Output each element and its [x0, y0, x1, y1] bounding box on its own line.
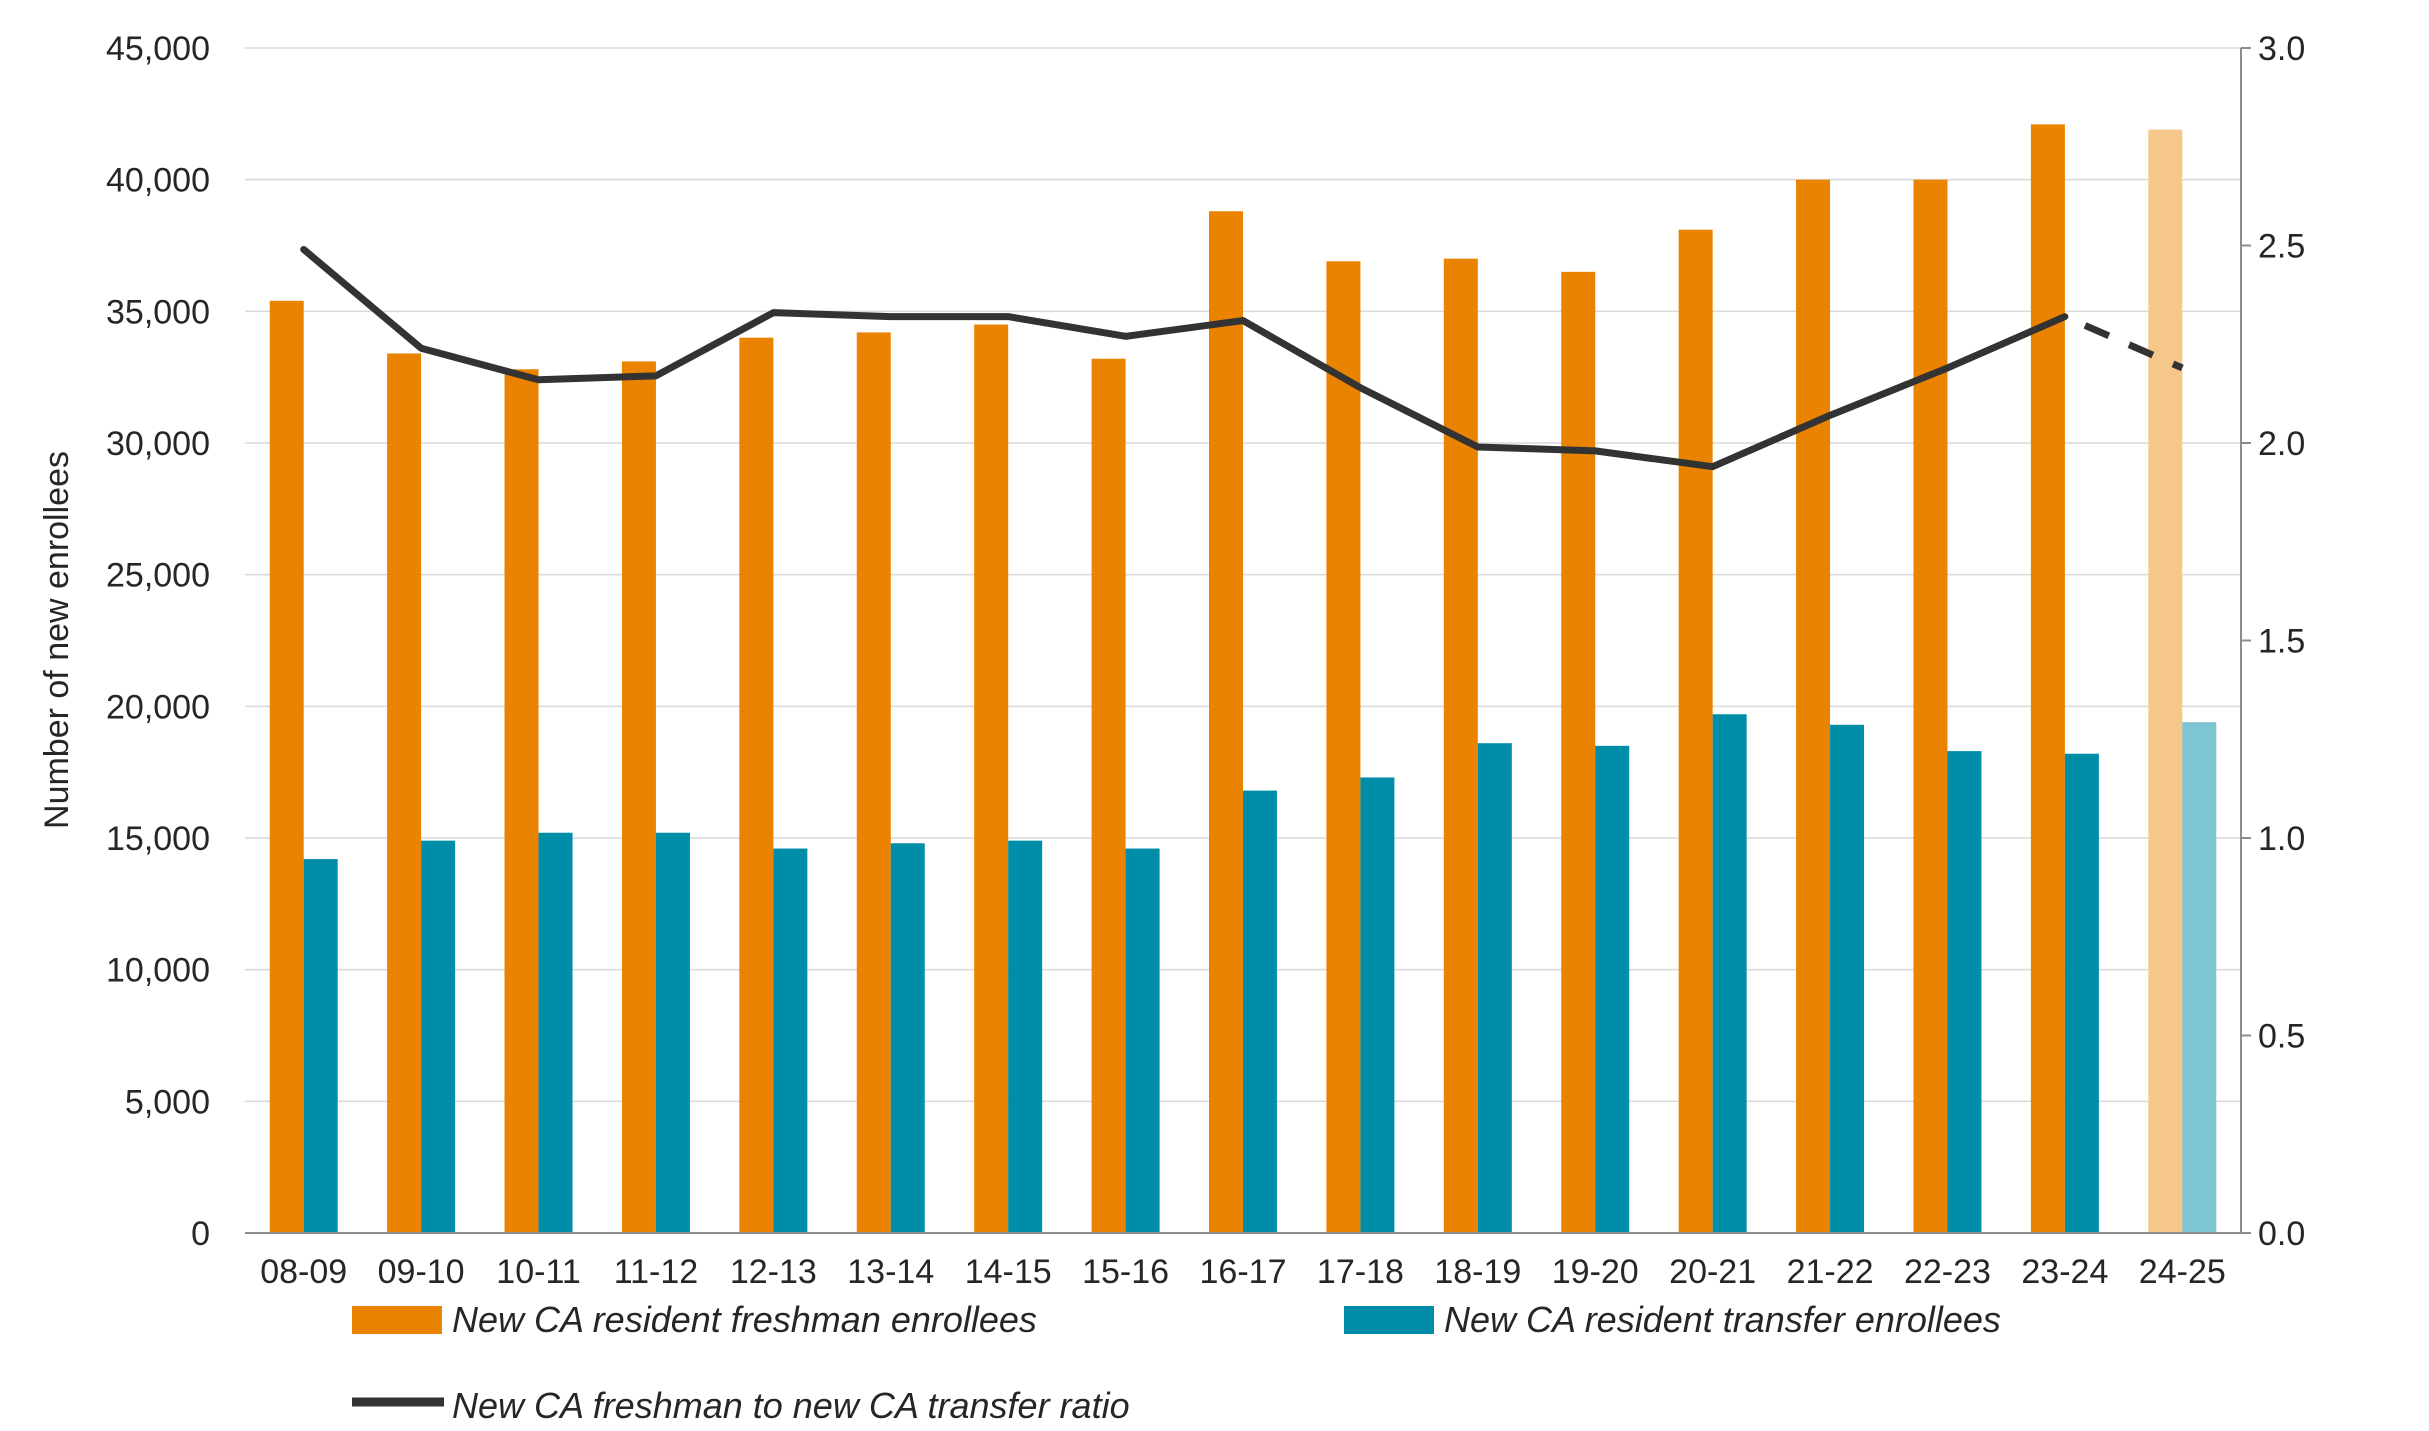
- axes: [245, 47, 2251, 1234]
- left-axis-ticks: 0 5,000 10,000 15,000 20,000 25,000 30,000 35,0…: [106, 30, 210, 1253]
- freshman-bar: [1209, 211, 1243, 1233]
- x-tick-label: 20-21: [1669, 1253, 1756, 1291]
- x-tick-label: 18-19: [1434, 1253, 1521, 1291]
- freshman-bar: [504, 369, 539, 1233]
- y-tick-label: 40,000: [106, 162, 210, 200]
- transfer-bar: [421, 840, 456, 1233]
- y2-tick-label: 2.5: [2258, 228, 2305, 266]
- y-tick-label: 25,000: [106, 557, 210, 595]
- freshman-bar: [2148, 129, 2183, 1234]
- y-tick-label: 15,000: [106, 820, 210, 858]
- transfer-bar: [1712, 714, 1747, 1233]
- transfer-bar: [1830, 724, 1865, 1233]
- transfer-bar: [1947, 751, 1982, 1233]
- transfer-bar: [1008, 840, 1043, 1233]
- x-tick-label: 19-20: [1552, 1253, 1639, 1291]
- transfer-bar: [538, 832, 573, 1233]
- y2-tick-label: 0.0: [2258, 1215, 2305, 1253]
- freshman-bar: [1561, 271, 1596, 1233]
- x-tick-label: 14-15: [965, 1253, 1052, 1291]
- x-tick-label: 09-10: [378, 1253, 465, 1291]
- transfer-bar: [1477, 743, 1512, 1233]
- freshman-bar: [1443, 258, 1478, 1234]
- x-tick-label: 22-23: [1904, 1253, 1991, 1291]
- x-tick-label: 15-16: [1082, 1253, 1169, 1291]
- y2-tick-label: 1.5: [2258, 623, 2305, 661]
- category-axis-ticks: 08-09 09-10 10-11 11-12 12-13 13-14 14-15 15-16…: [260, 1253, 2226, 1291]
- freshman-bar: [621, 361, 656, 1233]
- y-tick-label: 35,000: [106, 293, 210, 331]
- transfer-bar: [2064, 753, 2099, 1233]
- y2-tick-label: 2.0: [2258, 425, 2305, 463]
- y-tick-label: 10,000: [106, 952, 210, 990]
- freshman-bar: [1091, 358, 1126, 1233]
- transfer-bar: [890, 843, 925, 1233]
- y-tick-label: 30,000: [106, 425, 210, 463]
- x-tick-label: 21-22: [1787, 1253, 1874, 1291]
- x-tick-label: 11-12: [614, 1253, 698, 1291]
- freshman-bar: [387, 353, 422, 1233]
- x-tick-label: 16-17: [1200, 1253, 1287, 1291]
- y-tick-label: 5,000: [125, 1083, 210, 1121]
- transfer-bar: [303, 859, 338, 1233]
- transfer-bar: [655, 832, 690, 1233]
- y-axis-title: Number of new enrollees: [38, 451, 76, 829]
- x-tick-label: 24-25: [2139, 1253, 2226, 1291]
- y2-tick-label: 0.5: [2258, 1018, 2305, 1056]
- freshman-bar: [269, 300, 304, 1233]
- freshman-bar: [739, 337, 774, 1234]
- legend-label-ratio: New CA freshman to new CA transfer ratio: [452, 1385, 1130, 1426]
- y-tick-label: 45,000: [106, 30, 210, 68]
- bars: [269, 124, 2217, 1234]
- y-tick-label: 0: [191, 1215, 210, 1253]
- freshman-bar: [856, 332, 891, 1233]
- legend-swatch-freshman: [352, 1306, 442, 1334]
- legend: New CA resident freshman enrollees New C…: [352, 1299, 2001, 1426]
- freshman-bar: [1913, 179, 1948, 1234]
- freshman-bar: [2030, 124, 2065, 1233]
- freshman-bar: [1678, 229, 1713, 1233]
- transfer-bar: [1360, 777, 1395, 1233]
- ratio-line-actual: [300, 245, 2069, 471]
- legend-label-freshman: New CA resident freshman enrollees: [452, 1299, 1037, 1340]
- legend-label-transfer: New CA resident transfer enrollees: [1444, 1299, 2001, 1340]
- x-tick-label: 17-18: [1317, 1253, 1404, 1291]
- x-tick-label: 13-14: [847, 1253, 934, 1291]
- x-tick-label: 12-13: [730, 1253, 817, 1291]
- x-tick-label: 08-09: [260, 1253, 347, 1291]
- transfer-bar: [1243, 790, 1277, 1233]
- freshman-bar: [1326, 261, 1361, 1233]
- y2-tick-label: 3.0: [2258, 30, 2305, 68]
- transfer-bar: [2182, 722, 2217, 1233]
- transfer-bar: [1125, 848, 1160, 1233]
- y2-tick-label: 1.0: [2258, 820, 2305, 858]
- legend-swatch-transfer: [1344, 1306, 1434, 1334]
- transfer-bar: [773, 848, 808, 1233]
- y-tick-label: 20,000: [106, 688, 210, 726]
- x-tick-label: 23-24: [2021, 1253, 2108, 1291]
- ratio-line: [300, 245, 2184, 471]
- freshman-bar: [1796, 179, 1831, 1234]
- freshman-bar: [974, 324, 1009, 1233]
- transfer-bar: [1595, 745, 1630, 1233]
- x-tick-label: 10-11: [496, 1253, 580, 1291]
- right-axis-ticks: 0.0 0.5 1.0 1.5 2.0 2.5 3.0: [2258, 30, 2305, 1253]
